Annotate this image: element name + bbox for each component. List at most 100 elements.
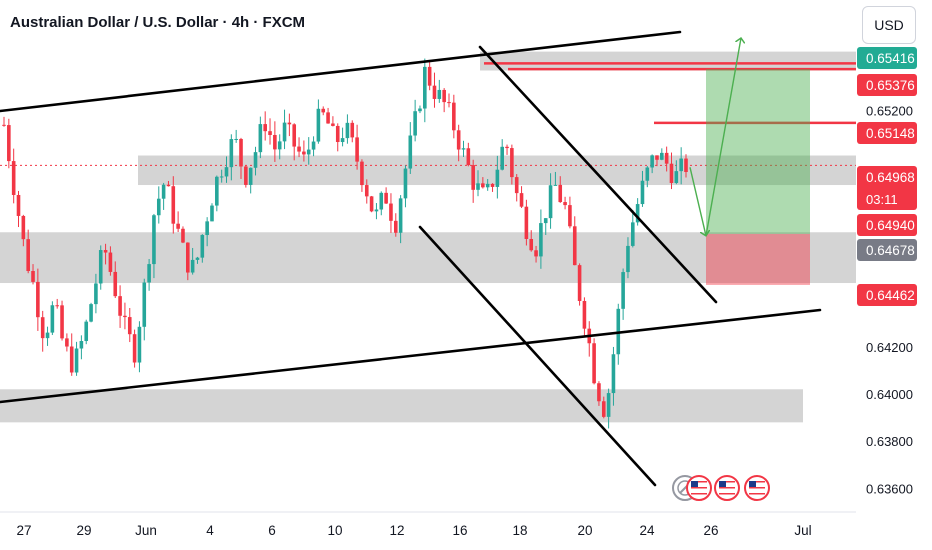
economic-event-flag-icon[interactable]: [744, 475, 770, 501]
candle-body: [466, 148, 471, 166]
candle-body: [423, 66, 427, 109]
candle-body: [108, 252, 113, 272]
candle-body: [495, 169, 500, 187]
candle-body: [452, 102, 456, 131]
candle-body: [210, 205, 214, 222]
target-zone: [706, 69, 810, 234]
candle-body: [239, 138, 243, 167]
candle-body: [161, 184, 166, 199]
candle-body: [127, 317, 132, 335]
zone-3: [480, 51, 856, 71]
candle-body: [345, 122, 350, 139]
x-tick-label: 4: [206, 523, 214, 538]
price-label-text: 0.64462: [866, 288, 915, 303]
trendline-channel-top[interactable]: [0, 30, 682, 113]
candle-body: [142, 282, 147, 327]
price-label-0.65416: 0.65416: [857, 47, 917, 69]
candle-body: [302, 151, 306, 155]
time-axis[interactable]: 27 29 Jun 4 6 10 12 16 18 20 24 26 Jul: [0, 511, 856, 538]
candle-body: [543, 218, 548, 224]
candle-body: [16, 194, 21, 216]
candle-body: [132, 334, 137, 363]
candle-body: [408, 135, 413, 169]
candle-body: [553, 184, 558, 186]
candle-body: [456, 130, 461, 150]
x-tick-label: 26: [703, 523, 718, 538]
calendar-events[interactable]: [672, 475, 770, 501]
candle-body: [292, 124, 297, 147]
stop-zone: [706, 233, 810, 285]
candle-body: [200, 235, 205, 258]
candle-body: [379, 192, 384, 210]
candle-body: [369, 196, 374, 212]
candle-body: [582, 300, 587, 329]
candle-body: [418, 108, 422, 112]
candle-body: [118, 296, 122, 316]
candle-body: [331, 123, 335, 126]
candle-body: [340, 138, 345, 143]
candle-body: [21, 215, 26, 240]
candle-body: [650, 155, 654, 168]
candle-body: [485, 183, 490, 188]
candle-body: [606, 393, 611, 417]
candle-body: [306, 149, 311, 155]
candle-body: [539, 223, 543, 257]
candle-body: [335, 125, 340, 143]
candle-body: [60, 305, 64, 339]
candle-body: [94, 283, 98, 305]
candle-body: [244, 166, 248, 185]
projection-arrow-up: [705, 38, 741, 236]
x-tick-label: 12: [389, 523, 404, 538]
candle-body: [597, 383, 601, 402]
zone-2: [0, 389, 803, 423]
candle-body: [234, 138, 238, 140]
price-label-text: 0.64940: [866, 218, 915, 233]
candle-body: [611, 354, 616, 394]
candle-body: [664, 152, 669, 164]
trendline-descending-upper[interactable]: [478, 45, 718, 304]
candle-body: [674, 171, 679, 183]
price-label-text: 0.65416: [866, 51, 915, 66]
candle-body: [50, 305, 55, 333]
candle-body: [427, 66, 432, 86]
candle-body: [640, 180, 645, 205]
currency-selector[interactable]: USD: [862, 6, 916, 44]
candle-body: [181, 228, 185, 243]
candle-body: [69, 346, 74, 373]
candle-body: [282, 122, 287, 142]
candle-body: [626, 245, 630, 273]
candle-body: [311, 141, 316, 150]
candle-body: [166, 184, 171, 187]
candle-body: [669, 163, 674, 183]
trendline-descending-lower[interactable]: [418, 225, 657, 487]
economic-event-flag-icon[interactable]: [686, 475, 712, 501]
price-label-0.64678: 0.64678: [857, 239, 917, 261]
economic-event-flag-icon[interactable]: [714, 475, 740, 501]
candle-body: [684, 158, 688, 173]
candle-body: [500, 146, 504, 170]
candle-body: [229, 139, 234, 168]
x-tick-label: 20: [577, 523, 592, 538]
trendline-channel-bottom[interactable]: [0, 308, 822, 404]
candle-body: [505, 146, 509, 149]
candle-body: [316, 108, 321, 142]
candle-body: [398, 198, 403, 233]
candle-body: [355, 137, 359, 162]
candle-body: [45, 332, 50, 339]
candle-body: [635, 204, 640, 223]
price-axis[interactable]: 0.636000.638000.640000.642000.644000.646…: [856, 0, 932, 550]
zone-1: [0, 232, 856, 284]
candle-body: [660, 152, 664, 160]
candle-body: [152, 215, 156, 265]
candle-body: [481, 183, 485, 188]
candle-body: [471, 165, 475, 190]
y-tick-label: 0.63600: [866, 481, 913, 496]
candle-body: [65, 338, 69, 347]
candle-body: [577, 265, 582, 301]
long-position[interactable]: [706, 69, 810, 285]
candle-body: [273, 134, 277, 150]
candle-body: [514, 177, 519, 194]
candle-body: [529, 238, 534, 251]
candle-body: [2, 124, 6, 126]
